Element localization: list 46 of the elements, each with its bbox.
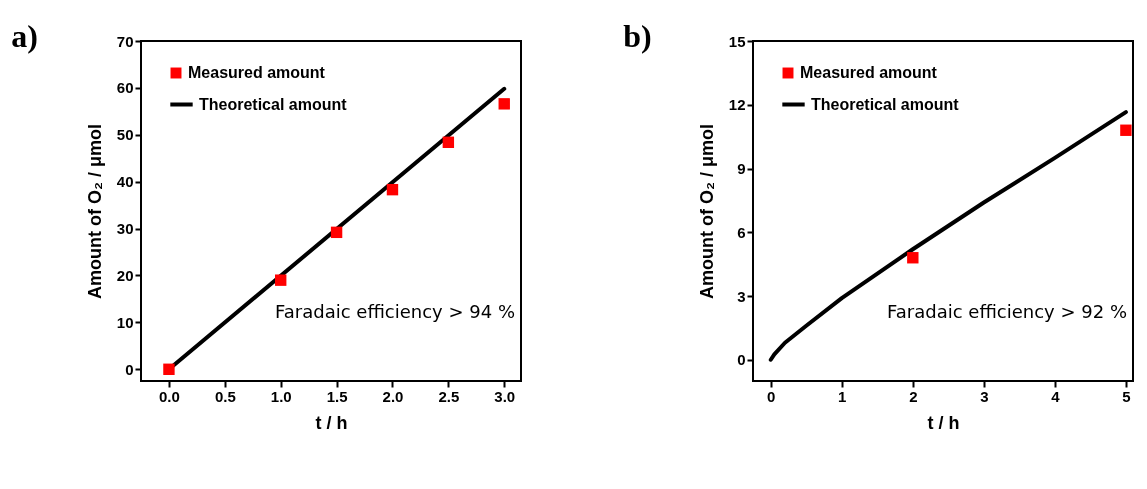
x-tick-label: 1 [838, 387, 847, 405]
y-axis-title: Amount of O₂ / μmol [84, 124, 105, 299]
line-series [768, 110, 1128, 362]
point [163, 363, 175, 375]
y-tick-label: 0 [737, 351, 746, 369]
x-tick-label: 4 [1051, 387, 1061, 405]
y-tick-label: 50 [116, 126, 134, 144]
y-tick-label: 60 [116, 79, 134, 97]
x-tick-label: 2 [909, 387, 918, 405]
legend-label: Measured amount [800, 64, 938, 81]
y-tick-label: 30 [116, 220, 134, 238]
legend-label: Theoretical amount [811, 95, 960, 113]
point [498, 98, 510, 110]
x-tick-label: 5 [1122, 387, 1131, 405]
y-tick-label: 15 [728, 32, 746, 50]
y-tick-label: 12 [728, 96, 746, 114]
x-tick-label: 1.0 [270, 387, 292, 405]
x-tick-label: 3 [980, 387, 989, 405]
annotation: Faradaic efficiency > 94 % [275, 301, 515, 322]
legend-label: Measured amount [188, 64, 326, 81]
y-tick-label: 40 [116, 173, 134, 191]
x-tick-label: 2.0 [382, 387, 404, 405]
x-axis-title: t / h [315, 412, 348, 433]
y-tick-label: 9 [737, 160, 746, 177]
point [275, 274, 287, 286]
point [442, 136, 455, 148]
y-tick-label: 6 [737, 223, 746, 241]
y-tick-label: 20 [116, 266, 134, 284]
x-tick-label: 3.0 [494, 387, 516, 405]
x-tick-label: 2.5 [438, 387, 460, 405]
x-tick-label: 1.5 [326, 387, 348, 405]
point [330, 226, 343, 239]
x-axis-title: t / h [927, 412, 960, 433]
point [386, 183, 399, 196]
y-tick-label: 3 [737, 287, 746, 305]
y-tick-label: 70 [116, 32, 134, 50]
y-axis-title: Amount of O₂ / μmol [696, 124, 717, 299]
annotation: Faradaic efficiency > 92 % [887, 301, 1127, 322]
legend-label: Theoretical amount [199, 95, 348, 113]
x-tick-label: 0.0 [159, 387, 180, 405]
x-tick-label: 0.5 [214, 387, 236, 405]
x-tick-label: 0 [767, 387, 776, 405]
y-tick-label: 0 [125, 360, 134, 378]
y-tick-label: 10 [116, 313, 134, 331]
chart-title: b) [623, 18, 652, 54]
chart-title: a) [11, 18, 38, 54]
